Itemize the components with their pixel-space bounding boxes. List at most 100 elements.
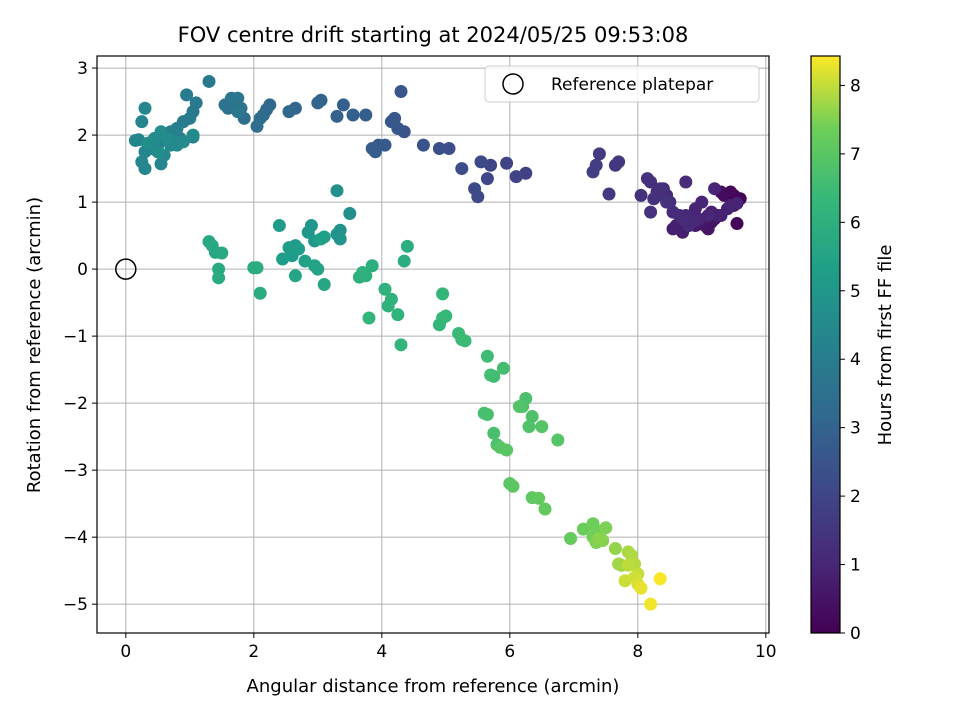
- scatter-point: [679, 175, 693, 189]
- scatter-point: [500, 156, 514, 170]
- scatter-point: [336, 98, 350, 112]
- scatter-point: [368, 145, 382, 159]
- y-ticks: −5 −4 −3 −2 −1 0 1 2 3: [63, 59, 97, 615]
- scatter-point: [128, 133, 142, 147]
- scatter-point: [730, 196, 744, 210]
- scatter-point: [484, 368, 498, 382]
- scatter-point: [586, 165, 600, 179]
- x-axis-label: Angular distance from reference (arcmin): [247, 676, 620, 697]
- scatter-point: [160, 131, 174, 145]
- scatter-point: [138, 101, 152, 115]
- scatter-point: [500, 443, 514, 457]
- scatter-point: [333, 232, 347, 246]
- scatter-point: [644, 205, 658, 219]
- scatter-point: [592, 532, 606, 546]
- colorbar-tick-label: 3: [850, 419, 861, 439]
- y-tick-label: 2: [77, 126, 88, 146]
- legend: Reference platepar: [484, 65, 760, 103]
- scatter-point: [311, 262, 325, 276]
- scatter-point: [272, 219, 286, 233]
- scatter-point: [141, 136, 155, 150]
- scatter-point: [250, 119, 264, 133]
- scatter-point: [253, 286, 267, 300]
- scatter-point: [186, 128, 200, 142]
- y-tick-label: −3: [63, 461, 88, 481]
- scatter-point: [602, 187, 616, 201]
- colorbar-frame: [810, 55, 841, 634]
- scatter-point: [359, 108, 373, 122]
- scatter-point: [436, 287, 450, 301]
- scatter-point: [480, 349, 494, 363]
- scatter-point: [634, 581, 648, 595]
- scatter-point: [138, 162, 152, 176]
- scatter-point: [362, 311, 376, 325]
- y-tick-label: 1: [77, 193, 88, 213]
- scatter-point: [282, 241, 296, 255]
- scatter-point: [509, 170, 523, 184]
- x-tick-label: 6: [504, 642, 515, 662]
- scatter-point: [512, 399, 526, 413]
- scatter-point: [394, 338, 408, 352]
- scatter-point: [317, 278, 331, 292]
- scatter-point: [592, 147, 606, 161]
- scatter-point: [276, 252, 290, 266]
- scatter-point: [212, 271, 226, 285]
- scatter-point: [640, 172, 654, 186]
- scatter-point: [215, 246, 229, 260]
- scatter-point: [666, 222, 680, 236]
- x-tick-label: 8: [632, 642, 643, 662]
- scatter-point: [343, 206, 357, 220]
- scatter-point: [644, 597, 658, 611]
- y-tick-label: 0: [77, 260, 88, 280]
- scatter-point: [292, 242, 306, 256]
- scatter-point: [474, 155, 488, 169]
- scatter-point: [532, 491, 546, 505]
- chart-title: FOV centre drift starting at 2024/05/25 …: [178, 23, 689, 47]
- scatter-point: [708, 182, 722, 196]
- scatter-point: [330, 109, 344, 123]
- scatter-point: [730, 217, 744, 231]
- scatter-point: [311, 96, 325, 110]
- scatter-point: [660, 195, 674, 209]
- scatter-point: [480, 172, 494, 186]
- scatter-point: [346, 108, 360, 122]
- scatter-point: [496, 361, 510, 375]
- scatter-point: [180, 88, 194, 102]
- scatter-point: [551, 433, 565, 447]
- scatter-point: [535, 420, 549, 434]
- y-tick-label: −1: [63, 327, 88, 347]
- scatter-point: [442, 141, 456, 155]
- scatter-point: [250, 261, 264, 275]
- colorbar-ticks: 0 1 2 3 4 5 6 7 8: [840, 76, 861, 644]
- scatter-point: [608, 542, 622, 556]
- scatter-point: [397, 254, 411, 268]
- scatter-point: [151, 145, 165, 159]
- colorbar-tick-label: 0: [850, 624, 861, 644]
- scatter-point: [666, 205, 680, 219]
- plot-area: 0 2 4 6 8 10 −5 −4 −3 −2 −1 0 1 2 3: [63, 55, 777, 662]
- scatter-point: [676, 212, 690, 226]
- scatter-point: [432, 141, 446, 155]
- colorbar-tick-label: 7: [850, 145, 861, 165]
- scatter-point: [416, 138, 430, 152]
- y-axis-label: Rotation from reference (arcmin): [24, 197, 45, 493]
- scatter-point: [455, 162, 469, 176]
- scatter-point: [388, 111, 402, 125]
- y-tick-label: −5: [63, 595, 88, 615]
- x-ticks: 0 2 4 6 8 10: [120, 633, 777, 662]
- scatter-point: [522, 420, 536, 434]
- scatter-point: [288, 269, 302, 283]
- scatter-point: [471, 190, 485, 204]
- scatter-points: [128, 74, 747, 611]
- colorbar-tick-label: 1: [850, 556, 861, 576]
- colorbar-label: Hours from first FF file: [875, 245, 896, 446]
- y-tick-label: −4: [63, 528, 88, 548]
- colorbar: 0 1 2 3 4 5 6 7 8 Hours from first FF file: [810, 55, 896, 644]
- scatter-point: [314, 232, 328, 246]
- y-tick-label: −2: [63, 394, 88, 414]
- scatter-point: [688, 202, 702, 216]
- colorbar-tick-label: 5: [850, 282, 861, 302]
- colorbar-tick-label: 4: [850, 350, 861, 370]
- scatter-point: [458, 334, 472, 348]
- scatter-point: [647, 192, 661, 206]
